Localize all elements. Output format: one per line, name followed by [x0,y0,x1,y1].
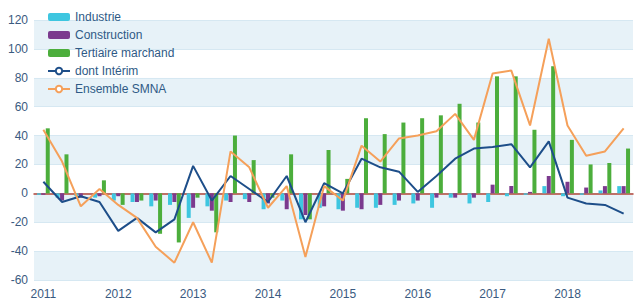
svg-text:Tertiaire marchand: Tertiaire marchand [75,46,174,60]
svg-text:20: 20 [15,157,29,171]
svg-text:80: 80 [15,71,29,85]
svg-text:-40: -40 [11,244,29,258]
svg-text:40: 40 [15,129,29,143]
svg-text:2015: 2015 [330,287,357,301]
svg-text:-20: -20 [11,215,29,229]
svg-text:2013: 2013 [180,287,207,301]
svg-text:Industrie: Industrie [75,10,121,24]
svg-text:2016: 2016 [404,287,431,301]
svg-text:120: 120 [8,13,28,27]
svg-text:Construction: Construction [75,28,142,42]
svg-text:dont Intérim: dont Intérim [75,64,138,78]
svg-text:2014: 2014 [255,287,282,301]
svg-text:2018: 2018 [554,287,581,301]
svg-text:2012: 2012 [105,287,132,301]
svg-text:0: 0 [21,186,28,200]
svg-text:Ensemble SMNA: Ensemble SMNA [75,82,166,96]
svg-text:60: 60 [15,100,29,114]
svg-text:100: 100 [8,42,28,56]
svg-text:2011: 2011 [30,287,56,301]
svg-text:-60: -60 [11,273,29,287]
svg-text:2017: 2017 [479,287,506,301]
